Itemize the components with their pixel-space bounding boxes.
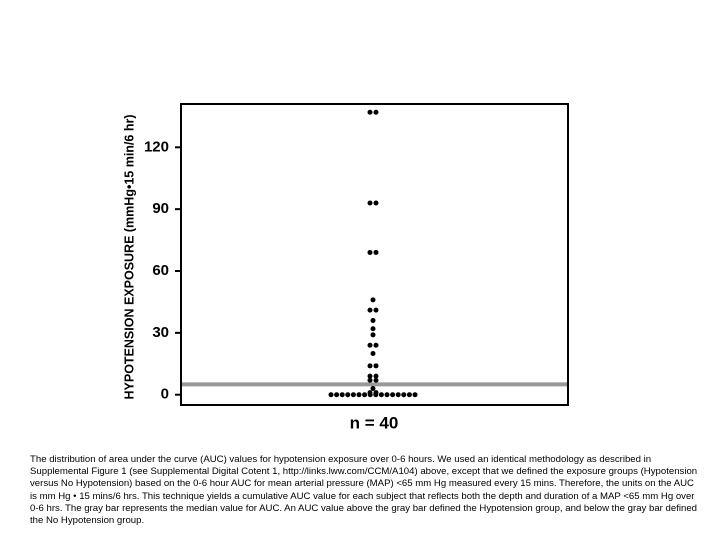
dot (328, 392, 334, 398)
dot (373, 307, 379, 313)
dot (390, 392, 396, 398)
dot (367, 200, 373, 206)
dot (373, 390, 379, 396)
dot (378, 392, 384, 398)
dot (395, 392, 401, 398)
caption: The distribution of area under the curve… (30, 454, 698, 527)
dot (367, 307, 373, 313)
dot (345, 392, 351, 398)
dot (339, 392, 345, 398)
dot (370, 332, 376, 338)
dot (367, 363, 373, 369)
dot (373, 373, 379, 379)
dot (350, 392, 356, 398)
dot (370, 317, 376, 323)
dot (367, 109, 373, 115)
dot (356, 392, 362, 398)
dot (373, 200, 379, 206)
dot (367, 249, 373, 255)
dot (334, 392, 340, 398)
dot (406, 392, 412, 398)
dot (384, 392, 390, 398)
dot (373, 377, 379, 383)
y-tick-label: 30 (152, 324, 169, 341)
dot (370, 297, 376, 303)
dot (373, 249, 379, 255)
dot (370, 326, 376, 332)
dot (370, 350, 376, 356)
plot-frame (180, 103, 569, 406)
dot (367, 377, 373, 383)
y-axis-label: HYPOTENSION EXPOSURE (mmHg•15 min/6 hr) (122, 115, 136, 400)
dot (373, 342, 379, 348)
dot (367, 342, 373, 348)
dot (412, 392, 418, 398)
dot (362, 392, 368, 398)
dot (370, 386, 376, 392)
y-tick-label: 60 (152, 262, 169, 279)
dot (367, 373, 373, 379)
y-tick-label: 0 (161, 386, 169, 403)
chart: HYPOTENSION EXPOSURE (mmHg•15 min/6 hr) … (122, 103, 569, 432)
y-tick-label: 90 (152, 200, 169, 217)
x-axis-label: n = 40 (350, 413, 399, 432)
dot (401, 392, 407, 398)
dot (373, 363, 379, 369)
y-tick-label: 120 (144, 138, 169, 155)
dot (373, 109, 379, 115)
dot (367, 390, 373, 396)
